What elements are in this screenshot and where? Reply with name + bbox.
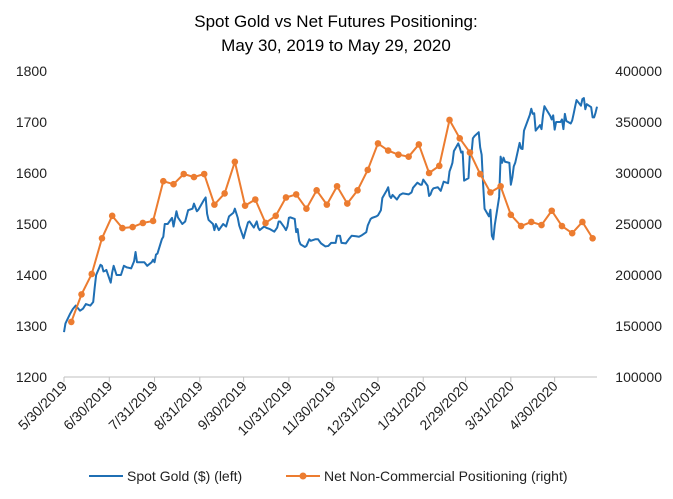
- positioning-point: [108, 212, 116, 220]
- positioning-point: [282, 194, 290, 201]
- left-tick-label: 1400: [16, 267, 47, 283]
- right-tick-label: 100000: [615, 369, 662, 385]
- positioning-point: [333, 182, 341, 190]
- legend-gold-label: Spot Gold ($) (left): [127, 468, 242, 484]
- positioning-point: [374, 140, 382, 147]
- left-tick-label: 1500: [16, 216, 47, 232]
- positioning-point: [507, 211, 515, 219]
- positioning-point: [568, 229, 576, 237]
- positioning-point: [323, 201, 331, 208]
- left-tick-label: 1300: [16, 318, 47, 334]
- positioning-point: [517, 222, 525, 230]
- right-tick-label: 400000: [615, 63, 662, 79]
- spot-gold-line: [63, 97, 598, 333]
- positioning-point: [456, 135, 464, 142]
- positioning-point: [548, 207, 556, 215]
- positioning-point: [425, 169, 433, 177]
- chart-title-line-2: May 30, 2019 to May 29, 2020: [221, 36, 451, 55]
- x-axis: 5/30/20196/30/20197/31/20198/31/20199/30…: [15, 377, 561, 439]
- plot-series: [63, 97, 598, 333]
- right-tick-label: 300000: [615, 165, 662, 181]
- right-tick-label: 350000: [615, 114, 662, 130]
- right-tick-label: 200000: [615, 267, 662, 283]
- positioning-point: [88, 270, 96, 278]
- positioning-point: [180, 170, 188, 178]
- positioning-point: [231, 158, 239, 166]
- positioning-point: [364, 166, 372, 174]
- positioning-point: [68, 318, 75, 326]
- positioning-point: [221, 190, 228, 197]
- positioning-point: [190, 173, 198, 181]
- positioning-point: [78, 291, 85, 298]
- positioning-point: [241, 202, 249, 209]
- positioning-point: [272, 212, 280, 220]
- positioning-point: [262, 219, 269, 227]
- positioning-point: [200, 170, 208, 178]
- positioning-point: [538, 221, 545, 229]
- positioning-point: [139, 219, 147, 227]
- positioning-point: [395, 151, 402, 158]
- positioning-point: [415, 141, 423, 148]
- positioning-point: [527, 218, 535, 226]
- legend: Spot Gold ($) (left) Net Non-Commercial …: [89, 468, 568, 484]
- positioning-point: [466, 149, 474, 156]
- positioning-point: [98, 234, 106, 242]
- chart-title-line-1: Spot Gold vs Net Futures Positioning:: [194, 12, 477, 31]
- net-positioning-line: [70, 118, 594, 323]
- right-tick-label: 250000: [615, 216, 662, 232]
- positioning-point: [476, 170, 484, 178]
- left-tick-label: 1200: [16, 369, 47, 385]
- positioning-point: [497, 182, 504, 190]
- positioning-point: [487, 189, 494, 196]
- positioning-point: [405, 153, 412, 160]
- positioning-point: [589, 234, 596, 242]
- positioning-point: [170, 180, 177, 188]
- positioning-point: [558, 222, 566, 230]
- left-tick-label: 1700: [16, 114, 47, 130]
- positioning-point: [435, 162, 443, 170]
- positioning-point: [149, 217, 157, 225]
- positioning-point: [313, 187, 320, 194]
- positioning-point: [579, 218, 586, 226]
- right-tick-label: 150000: [615, 318, 662, 334]
- positioning-point: [343, 200, 351, 207]
- positioning-point: [119, 224, 126, 232]
- positioning-point: [160, 177, 167, 185]
- right-axis: 100000 150000 200000 250000 300000 350000 4000…: [615, 63, 662, 385]
- positioning-point: [129, 223, 136, 231]
- legend-positioning-label: Net Non-Commercial Positioning (right): [324, 468, 568, 484]
- positioning-point: [354, 187, 361, 194]
- left-tick-label: 1800: [16, 63, 47, 79]
- positioning-point: [303, 205, 310, 212]
- left-axis: 1200 1300 1400 1500 1600 1700 1800: [16, 63, 47, 385]
- left-tick-label: 1600: [16, 165, 47, 181]
- positioning-point: [384, 147, 392, 154]
- positioning-point: [292, 191, 300, 198]
- legend-positioning-marker: [299, 472, 307, 480]
- positioning-point: [252, 196, 259, 203]
- positioning-point: [446, 116, 453, 124]
- positioning-point: [211, 201, 218, 208]
